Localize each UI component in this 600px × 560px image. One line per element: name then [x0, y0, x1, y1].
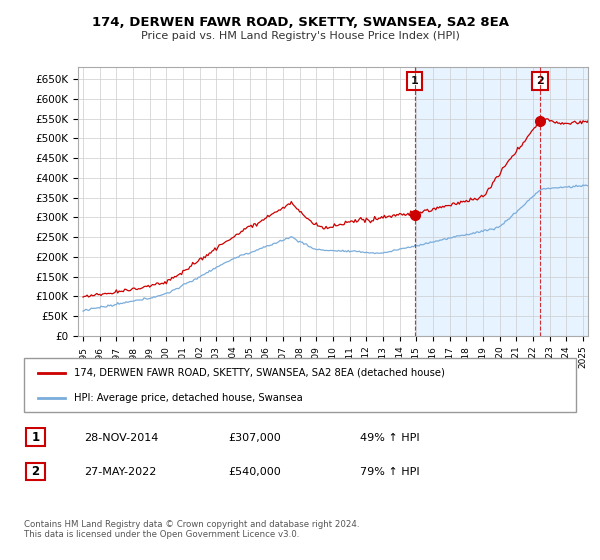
- Text: 1: 1: [31, 431, 40, 444]
- Text: 49% ↑ HPI: 49% ↑ HPI: [360, 433, 419, 443]
- FancyBboxPatch shape: [26, 463, 45, 480]
- Text: 2: 2: [536, 76, 544, 86]
- Text: 27-MAY-2022: 27-MAY-2022: [84, 467, 157, 477]
- Text: 2: 2: [31, 465, 40, 478]
- Text: 174, DERWEN FAWR ROAD, SKETTY, SWANSEA, SA2 8EA (detached house): 174, DERWEN FAWR ROAD, SKETTY, SWANSEA, …: [74, 368, 445, 378]
- Bar: [540, 67, 600, 336]
- Bar: [415, 67, 540, 336]
- Text: 79% ↑ HPI: 79% ↑ HPI: [360, 467, 419, 477]
- Text: Price paid vs. HM Land Registry's House Price Index (HPI): Price paid vs. HM Land Registry's House …: [140, 31, 460, 41]
- FancyBboxPatch shape: [24, 358, 576, 412]
- Text: 28-NOV-2014: 28-NOV-2014: [84, 433, 158, 443]
- Text: Contains HM Land Registry data © Crown copyright and database right 2024.
This d: Contains HM Land Registry data © Crown c…: [24, 520, 359, 539]
- Text: HPI: Average price, detached house, Swansea: HPI: Average price, detached house, Swan…: [74, 393, 302, 403]
- FancyBboxPatch shape: [26, 428, 45, 446]
- Text: £307,000: £307,000: [228, 433, 281, 443]
- Text: 174, DERWEN FAWR ROAD, SKETTY, SWANSEA, SA2 8EA: 174, DERWEN FAWR ROAD, SKETTY, SWANSEA, …: [91, 16, 509, 29]
- Text: £540,000: £540,000: [228, 467, 281, 477]
- Text: 1: 1: [411, 76, 419, 86]
